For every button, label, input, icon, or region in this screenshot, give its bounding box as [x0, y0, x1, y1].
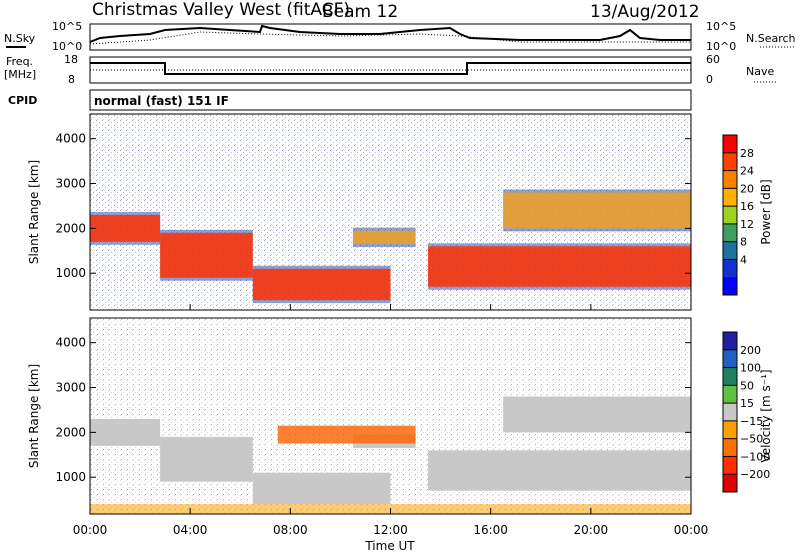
velocity-y-ticks: 4000 3000 2000 1000: [55, 336, 691, 484]
y-tick-label: 1000: [55, 470, 86, 484]
colorbar-swatch: [723, 135, 737, 154]
beam-title: Beam 12: [322, 2, 398, 22]
x-tick-label: 00:00: [674, 523, 709, 537]
velocity-echo-band: [428, 450, 691, 491]
colorbar-tick-label: 24: [740, 165, 754, 178]
x-tick-label: 08:00: [273, 523, 308, 537]
cpid-value: normal (fast) 151 IF: [94, 94, 229, 108]
colorbar-tick-label: 8: [740, 236, 747, 249]
colorbar-swatch: [723, 349, 737, 369]
colorbar-tick-label: −15: [740, 415, 763, 428]
colorbar-swatch: [723, 385, 737, 404]
power-echo-band: [160, 232, 253, 278]
colorbar-swatch: [723, 403, 737, 422]
velocity-echo-band: [252, 472, 391, 505]
velocity-negative-band: [277, 425, 416, 444]
colorbar-tick-label: 15: [740, 397, 754, 410]
colorbar-tick-label: 200: [740, 344, 761, 357]
y-tick-label: 2000: [55, 221, 86, 235]
nsearch-tick-top: 10^5: [706, 20, 736, 33]
colorbar-tick-label: 20: [740, 182, 754, 195]
velocity-echo-band: [160, 436, 253, 482]
nave-tick-bottom: 0: [706, 73, 713, 86]
nsky-trace: [89, 24, 691, 43]
power-echo-band: [252, 268, 391, 301]
station-title: Christmas Valley West (fitACF): [92, 0, 350, 20]
x-tick-label: 16:00: [473, 523, 508, 537]
nsky-panel: [89, 23, 692, 51]
colorbar-swatch: [723, 206, 737, 225]
colorbar-tick-label: 16: [740, 200, 754, 213]
power-y-ticks: 4000 3000 2000 1000: [55, 132, 691, 280]
colorbar-swatch: [723, 332, 737, 351]
power-echo-band: [352, 230, 416, 245]
colorbar-swatch: [723, 456, 737, 475]
cpid-label: CPID: [8, 94, 37, 107]
velocity-ylabel: Slant Range [km]: [27, 364, 41, 468]
y-tick-label: 1000: [55, 266, 86, 280]
freq-label-1: Freq.: [6, 55, 33, 68]
nave-tick-top: 60: [706, 53, 720, 66]
power-echo-band: [428, 246, 691, 287]
y-tick-label: 2000: [55, 425, 86, 439]
colorbar-tick-label: 50: [740, 379, 754, 392]
x-tick-label: 00:00: [73, 523, 108, 537]
power-echo-band: [503, 192, 691, 229]
colorbar-swatch: [723, 420, 737, 440]
power-ylabel: Slant Range [km]: [27, 160, 41, 264]
y-tick-label: 4000: [55, 132, 86, 146]
nsearch-label: N.Search: [746, 32, 796, 45]
nave-label: Nave: [746, 65, 774, 78]
velocity-echo-band: [503, 396, 691, 433]
y-tick-label: 4000: [55, 336, 86, 350]
colorbar-tick-label: 100: [740, 362, 761, 375]
colorbar-swatch: [723, 188, 737, 207]
colorbar-frame: [722, 134, 738, 296]
time-xlabel: Time UT: [364, 539, 415, 553]
colorbar-swatch: [723, 170, 737, 189]
colorbar-tick-label: 4: [740, 253, 747, 266]
cpid-panel: [89, 89, 692, 111]
power-colorbar-label: Power [dB]: [759, 179, 773, 244]
x-tick-label: 04:00: [173, 523, 208, 537]
nsky-tick-bottom: 10^0: [52, 40, 82, 53]
colorbar-swatch: [723, 367, 737, 386]
colorbar-swatch: [723, 152, 737, 172]
freq-label-2: [MHz]: [4, 68, 36, 81]
freq-trace: [90, 62, 691, 75]
velocity-colorbar: 200 100 50 15 −15 −50 −100 −200: [722, 331, 770, 493]
velocity-echo-band: [90, 418, 161, 446]
colorbar-tick-label: 28: [740, 147, 754, 160]
velocity-colorbar-label: Velocity [m s⁻¹]: [759, 369, 773, 462]
x-tick-label: 12:00: [373, 523, 408, 537]
colorbar-tick-label: 12: [740, 218, 754, 231]
x-tick-label: 20:00: [574, 523, 609, 537]
freq-tick-bottom: 8: [68, 73, 75, 86]
colorbar-swatch: [723, 474, 737, 493]
nsky-label: N.Sky: [4, 32, 36, 45]
power-echo-bands: [90, 189, 691, 304]
colorbar-tick-label: −50: [740, 433, 763, 446]
colorbar-swatch: [723, 259, 737, 278]
freq-tick-top: 18: [64, 53, 78, 66]
time-x-ticks: 00:00 04:00 08:00 12:00 16:00 20:00 00:00: [73, 304, 709, 537]
colorbar-swatch: [723, 223, 737, 243]
y-tick-label: 3000: [55, 177, 86, 191]
power-colorbar: 28 24 20 16 12 8 4: [722, 134, 754, 296]
colorbar-frame: [722, 331, 738, 493]
power-echo-band: [90, 214, 161, 242]
colorbar-swatch: [723, 277, 737, 296]
date-title: 13/Aug/2012: [590, 2, 700, 22]
nsky-tick-top: 10^5: [52, 20, 82, 33]
colorbar-swatch: [723, 438, 737, 457]
colorbar-tick-label: −100: [740, 450, 770, 463]
nsearch-tick-bottom: 10^0: [706, 40, 736, 53]
colorbar-swatch: [723, 241, 737, 260]
y-tick-label: 3000: [55, 381, 86, 395]
colorbar-tick-label: −200: [740, 468, 770, 481]
nsearch-trace: [89, 31, 691, 45]
